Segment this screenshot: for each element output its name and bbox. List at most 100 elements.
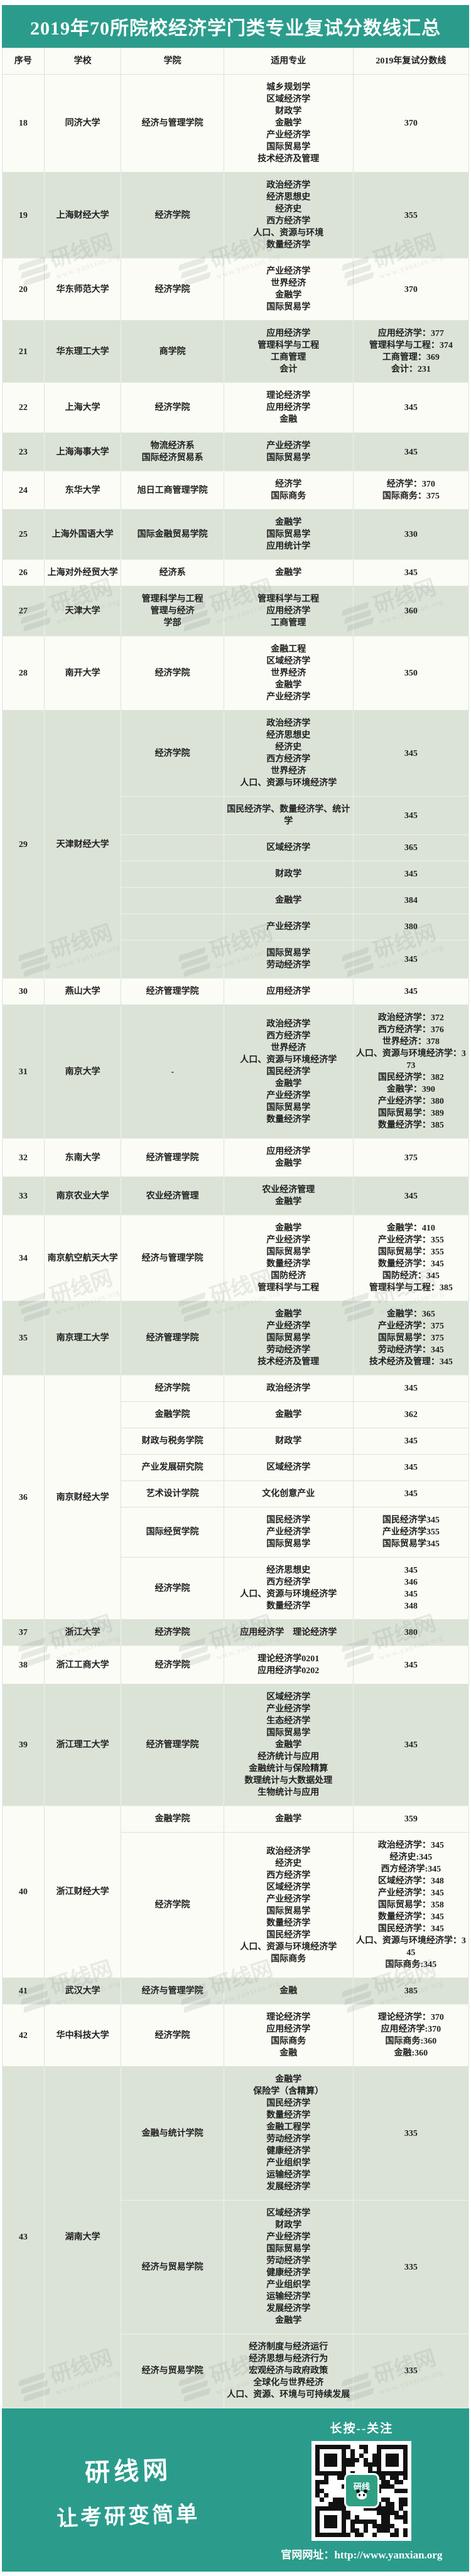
score-line: 348 bbox=[404, 1602, 418, 1611]
major-line: 农业经济管理 bbox=[262, 1185, 315, 1195]
major-line: 国际贸易学 bbox=[266, 1102, 311, 1113]
score-line: 国际贸易学：358 bbox=[377, 1900, 444, 1910]
major-line: 人口、资源与环境经济学 bbox=[240, 1055, 337, 1065]
college-line: 国际经济贸易系 bbox=[141, 453, 203, 463]
major-line: 保险学（含精算） bbox=[253, 2087, 324, 2096]
score-line: 国际商务：375 bbox=[382, 492, 440, 501]
college-line: 金融与统计学院 bbox=[141, 2128, 203, 2138]
school-cell: 东南大学 bbox=[43, 1138, 122, 1177]
score-line: 理论经济学：370 bbox=[377, 2013, 444, 2022]
major-line: 世界经济 bbox=[271, 767, 306, 776]
table-row: 28 南开大学 经济学院 金融工程 区域经济学 世界经济 金融学 产业经济学 350 bbox=[2, 636, 470, 711]
score-line: 345 bbox=[404, 1436, 418, 1446]
college-line: 经济与贸易学院 bbox=[141, 2366, 203, 2376]
majors-cell: 金融 bbox=[223, 1978, 354, 2005]
major-line: 产业经济学 bbox=[266, 1894, 311, 1904]
college-line: 经济学院 bbox=[154, 1384, 190, 1393]
score-line: 金融学：410 bbox=[386, 1224, 435, 1233]
major-line: 金融统计与保险精算 bbox=[249, 1764, 328, 1774]
score-line: 330 bbox=[404, 530, 418, 539]
college-line: 经济学院 bbox=[154, 2030, 190, 2040]
score-line: 345 bbox=[404, 811, 418, 821]
score-cell: 345 bbox=[352, 1646, 470, 1684]
majors-cell: 金融学 bbox=[223, 887, 354, 914]
score-line: 国际贸易学：389 bbox=[377, 1109, 444, 1118]
major-line: 经济史 bbox=[275, 205, 302, 214]
college-cell: 经济管理学院 bbox=[121, 1684, 224, 1806]
score-line: 国际贸易学：375 bbox=[377, 1334, 444, 1343]
college-cell: 经济与管理学院 bbox=[121, 1978, 224, 2005]
score-cell: 345 bbox=[352, 1428, 470, 1455]
majors-cell: 区域经济学 产业经济学 生态经济学 国际贸易学 金融学 经济统计与应用 金融统计与保险精算数… bbox=[223, 1684, 354, 1806]
major-line: 应用经济学 bbox=[266, 1147, 311, 1156]
table-row: 42 华中科技大学 经济学院 理论经济学 应用经济学 国际商务 金融 理论经济学：370 应用经… bbox=[2, 2004, 470, 2067]
major-line: 数理统计与大数据处理 bbox=[244, 1776, 333, 1786]
majors-cell: 国民经济学 产业经济学 国际贸易学 bbox=[223, 1507, 354, 1558]
score-line: 产业经济学：375 bbox=[377, 1322, 444, 1331]
major-line: 数量经济学 bbox=[266, 1114, 311, 1124]
college-line: 国际经贸学院 bbox=[146, 1528, 199, 1537]
score-line: 劳动经济学：345 bbox=[377, 1345, 444, 1355]
major-line: 健康经济学 bbox=[266, 2268, 311, 2278]
college-line: 经济与管理学院 bbox=[141, 1253, 203, 1263]
college-line: 经济与管理学院 bbox=[141, 119, 203, 128]
college-cell: 经济与管理学院 bbox=[121, 1215, 224, 1301]
seq-cell: 36 bbox=[2, 1375, 45, 1620]
score-line: 管理科学与工程：385 bbox=[369, 1283, 453, 1293]
seq-cell: 28 bbox=[2, 636, 45, 711]
score-cell: 345 bbox=[352, 710, 470, 797]
score-cell: 经济学：370 国际商务：375 bbox=[352, 471, 470, 510]
table-row: 艺术设计学院 文化创意产业 345 bbox=[3, 1480, 470, 1507]
major-line: 技术经济及管理 bbox=[257, 154, 320, 164]
major-line: 工商管理 bbox=[271, 618, 306, 628]
score-line: 金融学：390 bbox=[386, 1085, 435, 1094]
score-line: 370 bbox=[404, 284, 418, 294]
score-line: 国际商务:360 bbox=[385, 2037, 437, 2046]
major-line: 金融 bbox=[279, 415, 298, 424]
score-cell: 380 bbox=[352, 913, 470, 940]
table-row: 34 南京航空航天大学 经济与管理学院 金融学 产业经济学 国际贸易学 数量经济学 国防经济管… bbox=[2, 1215, 470, 1301]
column-header-school: 学校 bbox=[43, 48, 122, 75]
major-line: 区域经济学 bbox=[266, 95, 311, 104]
majors-cell: 金融学 bbox=[223, 559, 354, 586]
score-line: 345 bbox=[404, 1566, 418, 1575]
major-line: 西方经济学 bbox=[266, 1031, 311, 1041]
score-line: 国防经济：345 bbox=[382, 1271, 440, 1281]
score-cell: 345 bbox=[352, 796, 470, 835]
college-line: 财政与税务学院 bbox=[141, 1436, 203, 1446]
seq-cell: 42 bbox=[2, 2004, 45, 2067]
major-line: 金融学 bbox=[275, 1224, 302, 1233]
major-line: 国民经济学、数量经济学、统计学 bbox=[227, 805, 350, 826]
majors-cell: 政治经济学 bbox=[223, 1375, 354, 1402]
major-line: 应用统计学 bbox=[266, 542, 311, 551]
major-line: 应用经济学 bbox=[266, 606, 311, 616]
college-cell: 经济学院 bbox=[121, 172, 224, 259]
major-line: 理论经济学0201 bbox=[257, 1654, 320, 1664]
major-line: 数量经济学 bbox=[266, 240, 311, 250]
seq-cell: 37 bbox=[2, 1619, 45, 1646]
score-line: 370 bbox=[404, 119, 418, 128]
table-row: 财政与税务学院 财政学 345 bbox=[3, 1428, 470, 1455]
score-line: 产业经济学355 bbox=[382, 1528, 440, 1537]
school-cell: 南京财经大学 bbox=[43, 1375, 122, 1620]
seq-cell: 30 bbox=[2, 978, 45, 1005]
seq-cell: 33 bbox=[2, 1177, 45, 1215]
table-row: 国际经贸学院 国民经济学 产业经济学 国际贸易学 国民经济学345 产业经济学355 国际贸… bbox=[3, 1507, 470, 1558]
score-line: 产业经济学：355 bbox=[377, 1236, 444, 1245]
score-cell: 359 bbox=[352, 1806, 470, 1833]
major-line: 经济统计与应用 bbox=[257, 1752, 320, 1762]
college-cell: 财政与税务学院 bbox=[121, 1428, 224, 1455]
table-row: 40 浙江财经大学 金融学院 金融学 359 bbox=[2, 1806, 470, 1978]
college-line: 管理与经济 bbox=[150, 606, 195, 616]
major-line: 金融学 bbox=[275, 1814, 302, 1824]
college-cell: 经济学院 bbox=[121, 1646, 224, 1684]
footer-qr-block: 长按--关注 研线 官网网址：http://www.yanxian.org bbox=[254, 2419, 469, 2562]
majors-cell: 政治经济学 经济史 西方经济学 区域经济学 产业经济学 国际贸易学 数量经济学 国民经济学 人口… bbox=[223, 1832, 354, 1978]
school-cell: 上海对外经贸大学 bbox=[43, 559, 122, 586]
score-line: 西方经济学：376 bbox=[377, 1025, 444, 1035]
seq-cell: 39 bbox=[2, 1684, 45, 1806]
majors-cell: 国民经济学、数量经济学、统计学 bbox=[223, 796, 354, 835]
college-cell: 商学院 bbox=[121, 320, 224, 383]
major-line: 运输经济学 bbox=[266, 2292, 311, 2302]
major-line: 国际商务 bbox=[271, 2037, 306, 2046]
